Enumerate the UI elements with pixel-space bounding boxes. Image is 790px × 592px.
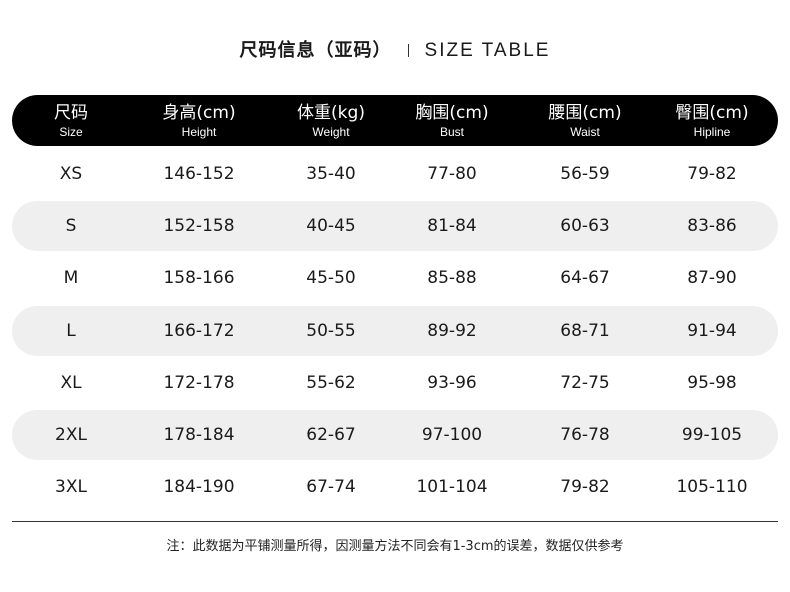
title-en: SIZE TABLE — [424, 40, 551, 61]
table-cell: 50-55 — [306, 320, 356, 341]
table-cell: 45-50 — [306, 268, 356, 289]
divider — [12, 521, 778, 522]
table-cell: 89-92 — [427, 320, 477, 341]
table-cell: 152-158 — [163, 216, 235, 237]
table-row: XS 146-152 35-40 77-80 56-59 79-82 — [12, 149, 778, 199]
page-title: 尺码信息（亚码） SIZE TABLE — [0, 36, 790, 62]
column-header: 腰围(cm) Waist — [520, 95, 650, 139]
table-cell: 146-152 — [163, 164, 235, 184]
column-header-cn: 腰围(cm) — [548, 103, 622, 123]
column-header-en: Weight — [312, 125, 350, 139]
table-cell: 77-80 — [427, 164, 477, 184]
table-cell: 62-67 — [306, 425, 356, 445]
table-cell: 76-78 — [560, 425, 610, 445]
table-cell: 85-88 — [427, 268, 477, 289]
table-cell: 178-184 — [163, 425, 235, 445]
column-header-cn: 体重(kg) — [297, 103, 365, 123]
table-cell: 101-104 — [416, 477, 488, 498]
table-row: S 152-158 40-45 81-84 60-63 83-86 — [12, 201, 778, 252]
table-cell: 97-100 — [421, 425, 483, 445]
table-cell: 40-45 — [306, 216, 356, 237]
table-cell: 93-96 — [427, 372, 477, 393]
table-cell: 99-105 — [681, 425, 743, 445]
column-header-en: Height — [181, 125, 217, 139]
table-cell: XL — [60, 372, 82, 393]
table-row: L 166-172 50-55 89-92 68-71 91-94 — [12, 305, 778, 356]
table-cell: 172-178 — [163, 372, 235, 393]
table-cell: L — [66, 320, 76, 341]
table-cell: 2XL — [55, 425, 87, 445]
table-cell: 184-190 — [163, 477, 235, 498]
column-header: 体重(kg) Weight — [266, 95, 396, 139]
table-cell: 55-62 — [306, 372, 356, 393]
column-header-en: Bust — [439, 125, 464, 139]
table-cell: 79-82 — [687, 164, 737, 184]
table-row: M 158-166 45-50 85-88 64-67 87-90 — [12, 253, 778, 303]
table-cell: 64-67 — [560, 268, 610, 289]
table-cell: 35-40 — [306, 164, 356, 184]
table-cell: 166-172 — [163, 320, 235, 341]
column-header-cn: 身高(cm) — [162, 103, 236, 123]
column-header-cn: 臀围(cm) — [675, 103, 749, 123]
table-cell: 56-59 — [560, 164, 610, 184]
column-header: 尺码 Size — [6, 95, 136, 139]
column-header-cn: 胸围(cm) — [415, 103, 489, 123]
table-cell: 83-86 — [687, 216, 737, 237]
table-cell: 79-82 — [560, 477, 610, 498]
table-cell: 68-71 — [560, 320, 610, 341]
footnote: 注：此数据为平铺测量所得，因测量方法不同会有1-3cm的误差，数据仅供参考 — [166, 539, 624, 554]
table-header: 尺码 Size 身高(cm) Height 体重(kg) Weight 胸围(cm) Bust… — [12, 95, 778, 146]
table-cell: 95-98 — [687, 372, 737, 393]
table-cell: XS — [59, 164, 83, 184]
title-cn: 尺码信息（亚码） — [239, 40, 392, 61]
column-header-en: Waist — [570, 125, 600, 139]
column-header-cn: 尺码 — [54, 103, 88, 123]
table-row: XL 172-178 55-62 93-96 72-75 95-98 — [12, 358, 778, 408]
column-header: 身高(cm) Height — [134, 95, 264, 139]
table-cell: M — [63, 268, 79, 289]
table-cell: 91-94 — [687, 320, 737, 341]
column-header: 臀围(cm) Hipline — [647, 95, 777, 139]
table-cell: 60-63 — [560, 216, 610, 237]
table-cell: 158-166 — [163, 268, 235, 289]
column-header: 胸围(cm) Bust — [387, 95, 517, 139]
table-cell: 72-75 — [560, 372, 610, 393]
column-header-en: Hipline — [693, 125, 731, 139]
table-row: 2XL 178-184 62-67 97-100 76-78 99-105 — [12, 410, 778, 460]
table-cell: S — [65, 216, 77, 237]
table-cell: 105-110 — [676, 477, 748, 498]
column-header-en: Size — [59, 125, 83, 139]
table-cell: 3XL — [55, 477, 87, 498]
table-cell: 87-90 — [687, 268, 737, 289]
table-cell: 67-74 — [306, 477, 356, 498]
title-separator — [407, 44, 409, 57]
table-row: 3XL 184-190 67-74 101-104 79-82 105-110 — [12, 462, 778, 512]
table-cell: 81-84 — [427, 216, 477, 237]
